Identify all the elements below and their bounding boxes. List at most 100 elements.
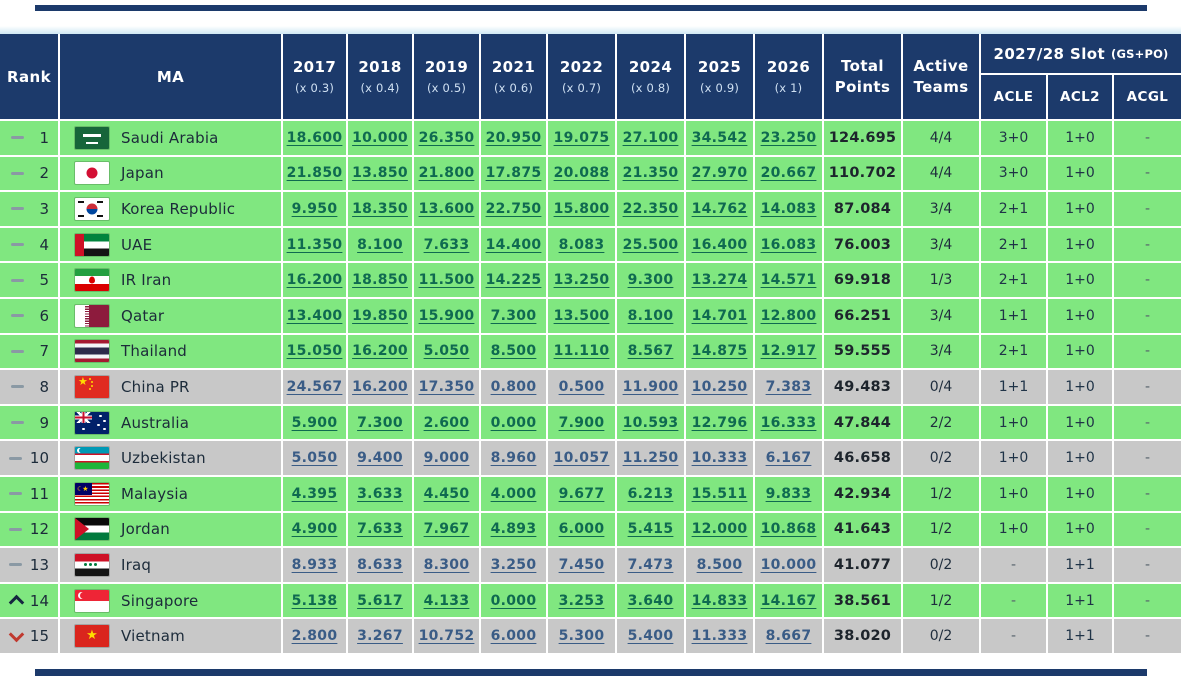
points-link[interactable]: 13.400 (286, 307, 343, 324)
points-link[interactable]: 13.274 (691, 272, 748, 289)
points-link[interactable]: 8.100 (627, 307, 674, 324)
points-link[interactable]: 7.383 (765, 378, 812, 395)
points-link[interactable]: 11.333 (691, 628, 748, 645)
points-link[interactable]: 13.500 (553, 307, 610, 324)
points-link[interactable]: 4.133 (423, 592, 470, 609)
points-link[interactable]: 25.500 (622, 236, 679, 253)
points-link[interactable]: 9.300 (627, 272, 674, 289)
points-link[interactable]: 11.350 (286, 236, 343, 253)
points-link[interactable]: 15.511 (691, 485, 748, 502)
points-link[interactable]: 5.900 (291, 414, 338, 431)
points-link[interactable]: 21.350 (622, 165, 679, 182)
points-link[interactable]: 14.701 (691, 307, 748, 324)
points-link[interactable]: 3.267 (357, 628, 403, 645)
points-link[interactable]: 24.567 (286, 378, 343, 395)
points-link[interactable]: 18.350 (352, 200, 408, 217)
points-link[interactable]: 15.800 (553, 200, 610, 217)
points-link[interactable]: 12.796 (691, 414, 748, 431)
points-link[interactable]: 17.350 (418, 378, 475, 395)
points-link[interactable]: 8.500 (696, 556, 743, 573)
points-link[interactable]: 5.050 (423, 343, 470, 360)
points-link[interactable]: 7.633 (357, 521, 403, 538)
points-link[interactable]: 10.057 (553, 450, 610, 467)
points-link[interactable]: 3.253 (558, 592, 605, 609)
points-link[interactable]: 8.667 (765, 628, 812, 645)
points-link[interactable]: 20.667 (760, 165, 817, 182)
points-link[interactable]: 10.000 (760, 556, 817, 573)
points-link[interactable]: 23.250 (760, 129, 817, 146)
points-link[interactable]: 19.850 (352, 307, 408, 324)
points-link[interactable]: 9.400 (357, 450, 403, 467)
points-link[interactable]: 20.950 (485, 129, 542, 146)
points-link[interactable]: 15.050 (286, 343, 343, 360)
points-link[interactable]: 4.900 (291, 521, 338, 538)
points-link[interactable]: 14.833 (691, 592, 748, 609)
points-link[interactable]: 5.617 (357, 592, 403, 609)
points-link[interactable]: 3.640 (627, 592, 674, 609)
points-link[interactable]: 6.213 (627, 485, 674, 502)
points-link[interactable]: 9.833 (765, 485, 812, 502)
points-link[interactable]: 16.200 (352, 378, 408, 395)
points-link[interactable]: 5.138 (291, 592, 338, 609)
points-link[interactable]: 22.350 (622, 200, 679, 217)
points-link[interactable]: 12.917 (760, 343, 817, 360)
points-link[interactable]: 16.200 (352, 343, 408, 360)
points-link[interactable]: 19.075 (553, 129, 610, 146)
points-link[interactable]: 11.110 (553, 343, 610, 360)
points-link[interactable]: 8.300 (423, 556, 470, 573)
points-link[interactable]: 7.473 (627, 556, 674, 573)
points-link[interactable]: 12.000 (691, 521, 748, 538)
points-link[interactable]: 10.250 (691, 378, 748, 395)
points-link[interactable]: 8.633 (357, 556, 403, 573)
points-link[interactable]: 21.800 (418, 165, 475, 182)
points-link[interactable]: 10.593 (622, 414, 679, 431)
points-link[interactable]: 14.167 (760, 592, 817, 609)
points-link[interactable]: 0.800 (490, 378, 537, 395)
points-link[interactable]: 13.250 (553, 272, 610, 289)
points-link[interactable]: 10.333 (691, 450, 748, 467)
points-link[interactable]: 6.000 (558, 521, 605, 538)
points-link[interactable]: 3.250 (490, 556, 537, 573)
points-link[interactable]: 4.450 (423, 485, 470, 502)
points-link[interactable]: 13.850 (352, 165, 408, 182)
points-link[interactable]: 5.050 (291, 450, 338, 467)
points-link[interactable]: 7.633 (423, 236, 470, 253)
points-link[interactable]: 18.600 (286, 129, 343, 146)
points-link[interactable]: 17.875 (485, 165, 542, 182)
points-link[interactable]: 8.083 (558, 236, 605, 253)
points-link[interactable]: 10.000 (352, 129, 408, 146)
points-link[interactable]: 8.567 (627, 343, 674, 360)
points-link[interactable]: 16.200 (286, 272, 343, 289)
points-link[interactable]: 7.300 (490, 307, 537, 324)
points-link[interactable]: 0.500 (558, 378, 605, 395)
points-link[interactable]: 9.677 (558, 485, 605, 502)
points-link[interactable]: 6.167 (765, 450, 812, 467)
points-link[interactable]: 7.300 (357, 414, 403, 431)
points-link[interactable]: 14.225 (485, 272, 542, 289)
points-link[interactable]: 10.868 (760, 521, 817, 538)
points-link[interactable]: 26.350 (418, 129, 475, 146)
points-link[interactable]: 7.967 (423, 521, 470, 538)
points-link[interactable]: 27.970 (691, 165, 748, 182)
points-link[interactable]: 22.750 (485, 200, 542, 217)
points-link[interactable]: 14.400 (485, 236, 542, 253)
points-link[interactable]: 5.400 (627, 628, 674, 645)
points-link[interactable]: 13.600 (418, 200, 475, 217)
points-link[interactable]: 12.800 (760, 307, 817, 324)
points-link[interactable]: 16.083 (760, 236, 817, 253)
points-link[interactable]: 14.571 (760, 272, 817, 289)
points-link[interactable]: 4.000 (490, 485, 537, 502)
points-link[interactable]: 7.450 (558, 556, 605, 573)
points-link[interactable]: 8.100 (357, 236, 403, 253)
points-link[interactable]: 11.500 (418, 272, 475, 289)
points-link[interactable]: 11.250 (622, 450, 679, 467)
points-link[interactable]: 15.900 (418, 307, 475, 324)
points-link[interactable]: 16.333 (760, 414, 817, 431)
points-link[interactable]: 14.083 (760, 200, 817, 217)
points-link[interactable]: 6.000 (490, 628, 537, 645)
points-link[interactable]: 0.000 (490, 414, 537, 431)
points-link[interactable]: 14.875 (691, 343, 748, 360)
points-link[interactable]: 9.950 (291, 200, 338, 217)
points-link[interactable]: 21.850 (286, 165, 343, 182)
points-link[interactable]: 5.300 (558, 628, 605, 645)
